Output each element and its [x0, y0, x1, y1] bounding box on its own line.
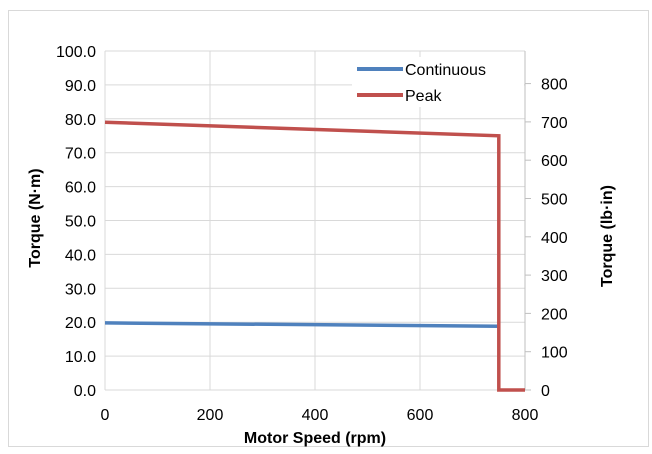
y2-tick-label: 400: [541, 230, 568, 247]
chart-border: [8, 10, 649, 447]
y2-tick-label: 0: [541, 383, 550, 400]
y-tick-label: 50.0: [65, 214, 96, 231]
y2-tick-label: 500: [541, 191, 568, 208]
legend: Continuous Peak: [352, 57, 524, 107]
y-tick-label: 20.0: [65, 315, 96, 332]
y-tick-label: 90.0: [65, 78, 96, 95]
x-tick-label: 600: [407, 407, 434, 424]
tick-labels: 0.0 10.0 20.0 30.0 40.0 50.0 60.0 70.0 80.0 90.0 1…: [56, 44, 568, 424]
y-axis-title: Torque (N·m): [27, 168, 44, 267]
x-axis-title: Motor Speed (rpm): [244, 430, 386, 447]
series-line-continuous: [104, 321, 499, 329]
y-tick-label: 30.0: [65, 281, 96, 298]
y-tick-label: 0.0: [74, 383, 96, 400]
legend-box: [352, 57, 524, 107]
series-line-peak: [104, 120, 525, 392]
y-tick-label: 60.0: [65, 180, 96, 197]
y-tick-label: 40.0: [65, 247, 96, 264]
y2-axis-title: Torque (lb·in): [599, 185, 616, 287]
data-series: [104, 120, 525, 392]
y-tick-label: 100.0: [56, 44, 96, 61]
x-tick-label: 400: [302, 407, 329, 424]
y2-tick-label: 100: [541, 345, 568, 362]
y2-tick-label: 600: [541, 153, 568, 170]
x-tick-label: 0: [101, 407, 110, 424]
y-tick-label: 10.0: [65, 349, 96, 366]
y-tick-label: 70.0: [65, 146, 96, 163]
y2-tick-label: 300: [541, 268, 568, 285]
x-tick-label: 800: [512, 407, 539, 424]
y2-tick-label: 200: [541, 306, 568, 323]
y2-tick-label: 700: [541, 115, 568, 132]
legend-label-peak: Peak: [405, 88, 442, 105]
axes: [104, 51, 531, 391]
x-tick-label: 200: [197, 407, 224, 424]
y-tick-label: 80.0: [65, 112, 96, 129]
y2-tick-label: 800: [541, 77, 568, 94]
legend-label-continuous: Continuous: [405, 62, 486, 79]
